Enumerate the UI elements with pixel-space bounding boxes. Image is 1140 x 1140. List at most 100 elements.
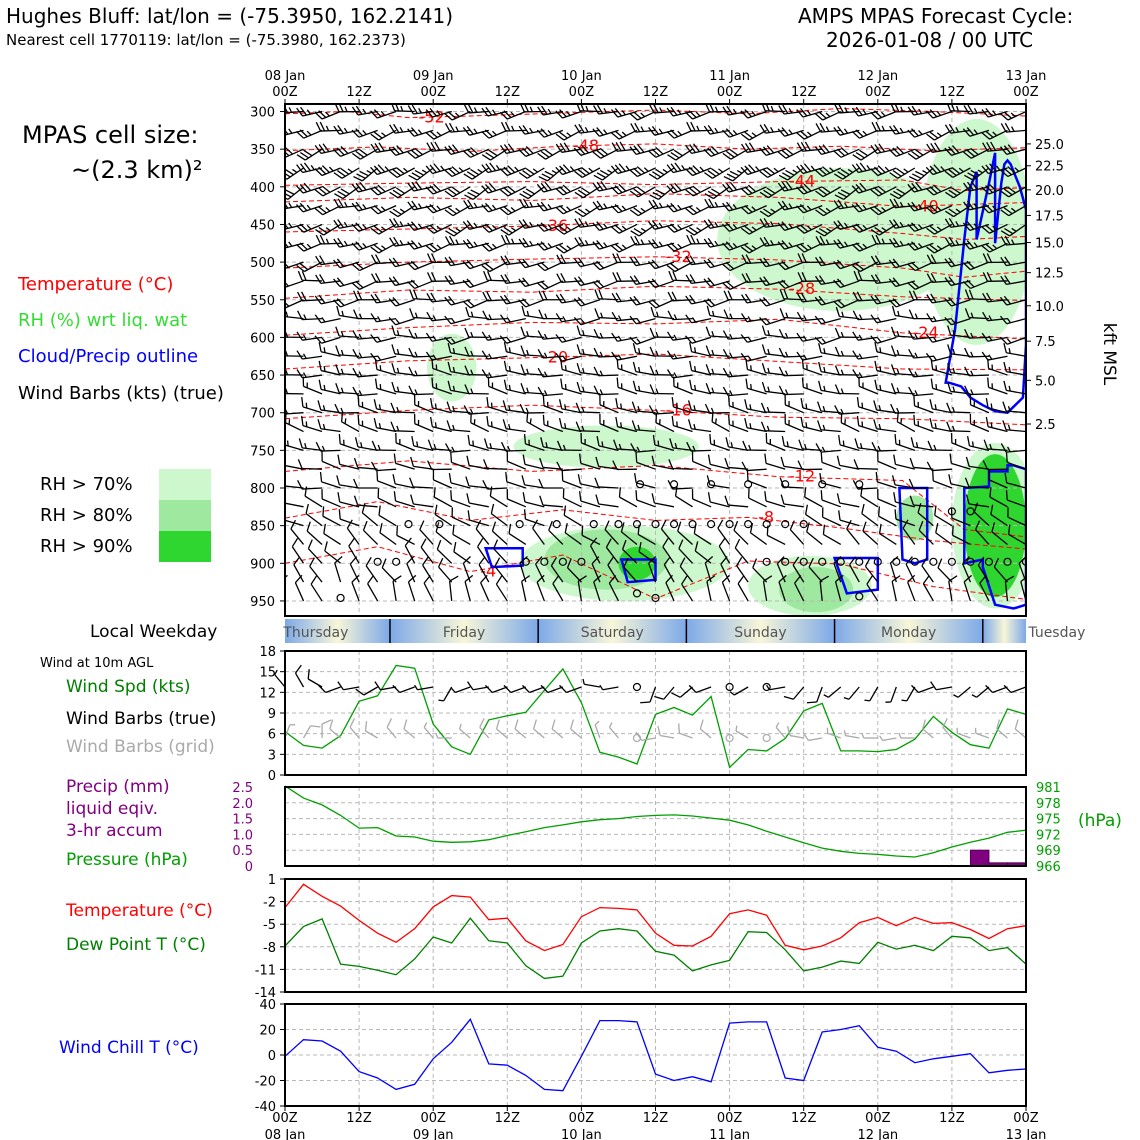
barb-flag [1003, 207, 1013, 215]
pressure-tick-label: 700 [250, 407, 275, 422]
barb-half [547, 130, 553, 135]
wind-barb [555, 129, 582, 141]
x-tick-hour: 12Z [495, 85, 521, 100]
wind-barb [766, 525, 786, 546]
barb-flag [355, 280, 364, 289]
wind-barb [974, 520, 990, 545]
barb-staff [877, 460, 897, 470]
barb-flag [929, 109, 938, 118]
barb-staff [346, 527, 360, 545]
barb-flag [563, 505, 567, 516]
barb-flag [797, 460, 803, 470]
barb-staff [584, 683, 601, 688]
barb-flag [371, 254, 377, 264]
barb-flag [518, 278, 526, 287]
barb-flag [759, 170, 768, 178]
barb-half [861, 732, 865, 739]
wind-barb [536, 280, 564, 290]
barb-flag [686, 234, 692, 245]
barb-flag [896, 146, 905, 154]
barb-flag [963, 105, 970, 115]
barb-flag [925, 110, 934, 119]
barb-flag [538, 175, 548, 182]
barb-half [914, 390, 919, 396]
wind-barb [336, 475, 360, 489]
barb-flag [373, 225, 383, 233]
barb-half [362, 130, 367, 135]
wind-barb [538, 167, 564, 182]
wind-barb [871, 441, 897, 452]
barb-half [508, 347, 511, 353]
barb-flag [374, 254, 381, 264]
barb-flag [556, 254, 563, 264]
wind-barb [518, 298, 545, 308]
barb-flag [690, 234, 696, 245]
wind-barb [652, 434, 675, 451]
wind-barb [966, 436, 990, 451]
barb-half [507, 445, 511, 452]
barb-staff [285, 168, 286, 169]
barb-staff [285, 444, 304, 451]
barb-staff [728, 504, 749, 508]
wind-barb [462, 239, 489, 249]
wind-barb [988, 470, 1008, 489]
weekday-name: Friday [443, 625, 485, 641]
wind-barb [629, 166, 656, 178]
wind10m-barb-grid [942, 718, 953, 739]
wind-barb [722, 128, 749, 138]
barb-flag [930, 273, 937, 283]
barb-flag [817, 401, 822, 412]
barb-flag [388, 258, 396, 268]
wind-barb [427, 439, 452, 452]
barb-flag [361, 503, 366, 513]
barb-staff [638, 551, 656, 564]
wind-barb [290, 519, 305, 545]
barb-half [714, 127, 719, 133]
barb-flag [433, 163, 441, 172]
barb-flag [970, 147, 979, 156]
barb-flag [410, 260, 419, 269]
wind-barb [999, 315, 1026, 325]
wind-barb [518, 167, 545, 179]
wind-barb [723, 167, 749, 182]
barb-flag [985, 224, 994, 232]
barb-flag [594, 477, 600, 488]
barb-staff [975, 529, 990, 545]
barb-flag [818, 111, 827, 119]
barb-staff [403, 728, 416, 739]
wind-barb [722, 261, 749, 272]
barb-half [788, 223, 793, 229]
barb-half [455, 239, 459, 245]
barb-flag [388, 277, 396, 286]
barb-flag [740, 143, 748, 153]
barb-staff [621, 531, 638, 545]
barb-flag [392, 168, 401, 177]
wind-barb [389, 217, 415, 228]
barb-staff [580, 483, 601, 489]
barb-flag [566, 558, 572, 568]
wind-barb [778, 574, 787, 602]
wind-barb [840, 412, 860, 433]
barb-flag [362, 520, 368, 531]
barb-flag [285, 197, 289, 200]
barb-flag [598, 289, 604, 300]
barb-flag [764, 491, 767, 502]
wind-barb [815, 122, 841, 133]
wind-barb [925, 184, 953, 196]
barb-half [362, 224, 367, 230]
barb-flag [477, 538, 484, 548]
wind-barb [365, 556, 379, 583]
barb-flag [463, 173, 473, 180]
barb-flag [499, 168, 508, 176]
barb-flag [671, 397, 675, 407]
barb-half [417, 242, 423, 248]
barb-flag [285, 146, 293, 155]
barb-flag [859, 182, 867, 191]
barb-flag [407, 222, 415, 231]
wind10m-barb-grid [974, 727, 990, 739]
wind-barb [370, 109, 397, 119]
barb-half [436, 205, 441, 211]
barb-flag [655, 189, 665, 195]
barb-flag [925, 166, 934, 175]
barb-flag [870, 255, 878, 265]
